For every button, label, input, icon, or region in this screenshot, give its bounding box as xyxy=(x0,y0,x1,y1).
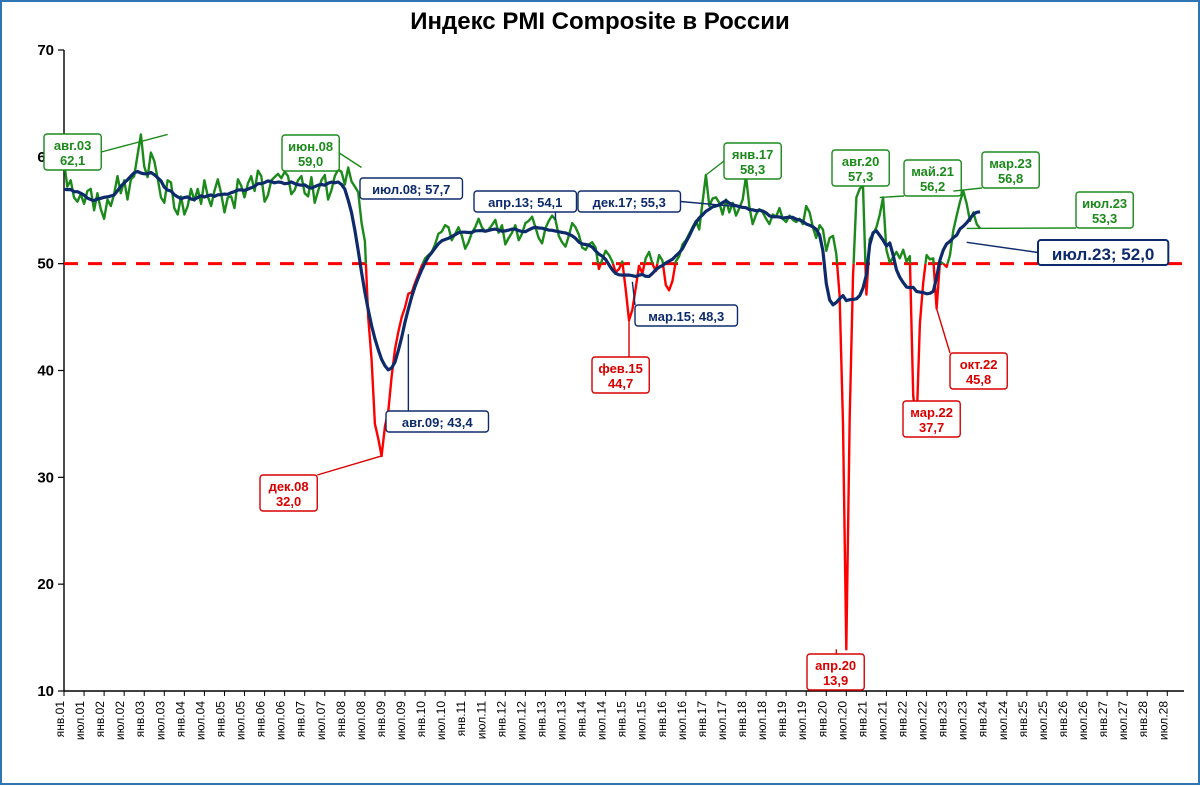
svg-text:июл.27: июл.27 xyxy=(1116,701,1130,740)
svg-text:32,0: 32,0 xyxy=(276,494,301,509)
svg-text:июл.15: июл.15 xyxy=(635,701,649,740)
svg-text:янв.12: янв.12 xyxy=(494,701,508,738)
svg-text:50: 50 xyxy=(37,256,54,273)
svg-text:июл.22: июл.22 xyxy=(916,701,930,740)
svg-text:янв.25: янв.25 xyxy=(1016,701,1030,738)
svg-text:июл.04: июл.04 xyxy=(193,701,207,740)
svg-text:янв.10: янв.10 xyxy=(414,701,428,738)
svg-text:мар.15; 48,3: мар.15; 48,3 xyxy=(648,309,724,324)
svg-text:мар.22: мар.22 xyxy=(910,405,953,420)
svg-text:июл.23: июл.23 xyxy=(1082,196,1127,211)
svg-text:57,3: 57,3 xyxy=(848,169,873,184)
svg-text:янв.14: янв.14 xyxy=(575,701,589,738)
svg-text:янв.27: янв.27 xyxy=(1096,701,1110,738)
svg-text:июл.28: июл.28 xyxy=(1156,701,1170,740)
svg-text:янв.21: янв.21 xyxy=(855,701,869,738)
svg-text:июл.23: июл.23 xyxy=(956,701,970,740)
svg-text:янв.07: янв.07 xyxy=(294,701,308,738)
svg-text:янв.02: янв.02 xyxy=(93,701,107,738)
svg-text:июл.23; 52,0: июл.23; 52,0 xyxy=(1052,245,1154,264)
svg-text:янв.11: янв.11 xyxy=(454,701,468,737)
svg-text:авг.09; 43,4: авг.09; 43,4 xyxy=(402,415,473,430)
svg-text:янв.06: янв.06 xyxy=(254,701,268,738)
svg-text:янв.23: янв.23 xyxy=(936,701,950,738)
svg-text:янв.01: янв.01 xyxy=(53,701,67,738)
svg-text:июл.14: июл.14 xyxy=(595,701,609,740)
svg-text:янв.03: янв.03 xyxy=(133,701,147,738)
svg-text:янв.05: янв.05 xyxy=(213,701,227,738)
svg-text:янв.20: янв.20 xyxy=(815,701,829,738)
svg-text:62,1: 62,1 xyxy=(60,153,85,168)
svg-text:май.21: май.21 xyxy=(911,164,954,179)
svg-text:июл.02: июл.02 xyxy=(113,701,127,740)
svg-text:янв.28: янв.28 xyxy=(1136,701,1150,738)
svg-text:янв.18: янв.18 xyxy=(735,701,749,738)
svg-text:янв.22: янв.22 xyxy=(896,701,910,738)
svg-text:июл.25: июл.25 xyxy=(1036,701,1050,740)
svg-text:янв.13: янв.13 xyxy=(534,701,548,738)
svg-text:56,2: 56,2 xyxy=(920,179,945,194)
svg-text:апр.20: апр.20 xyxy=(815,658,856,673)
svg-text:июл.13: июл.13 xyxy=(554,701,568,740)
svg-text:янв.09: янв.09 xyxy=(374,701,388,738)
svg-text:июл.01: июл.01 xyxy=(73,701,87,740)
svg-text:янв.17: янв.17 xyxy=(732,147,774,162)
svg-text:20: 20 xyxy=(37,576,54,593)
svg-text:июл.20: июл.20 xyxy=(835,701,849,740)
svg-text:56,8: 56,8 xyxy=(998,171,1023,186)
svg-text:мар.23: мар.23 xyxy=(989,156,1032,171)
svg-text:58,3: 58,3 xyxy=(740,162,765,177)
svg-text:июл.11: июл.11 xyxy=(474,701,488,740)
svg-text:июл.24: июл.24 xyxy=(996,701,1010,740)
svg-text:июл.21: июл.21 xyxy=(875,701,889,740)
svg-text:июл.06: июл.06 xyxy=(274,701,288,740)
svg-text:45,8: 45,8 xyxy=(966,372,991,387)
svg-text:июл.07: июл.07 xyxy=(314,701,328,740)
svg-text:дек.08: дек.08 xyxy=(269,479,309,494)
svg-text:янв.17: янв.17 xyxy=(695,701,709,738)
svg-text:янв.26: янв.26 xyxy=(1056,701,1070,738)
svg-text:авг.03: авг.03 xyxy=(54,138,91,153)
svg-text:53,3: 53,3 xyxy=(1092,211,1117,226)
svg-text:июл.08: июл.08 xyxy=(354,701,368,740)
svg-text:янв.19: янв.19 xyxy=(775,701,789,738)
svg-text:фев.15: фев.15 xyxy=(598,361,643,376)
svg-text:37,7: 37,7 xyxy=(919,420,944,435)
svg-text:июн.08: июн.08 xyxy=(288,139,333,154)
svg-text:59,0: 59,0 xyxy=(298,154,323,169)
svg-text:13,9: 13,9 xyxy=(823,673,848,688)
svg-text:июл.05: июл.05 xyxy=(234,701,248,740)
svg-text:янв.08: янв.08 xyxy=(334,701,348,738)
chart-svg: 10203040506070янв.01июл.01янв.02июл.02ян… xyxy=(2,2,1200,787)
svg-text:июл.10: июл.10 xyxy=(434,701,448,740)
svg-text:июл.08; 57,7: июл.08; 57,7 xyxy=(372,182,450,197)
svg-text:40: 40 xyxy=(37,363,54,380)
svg-text:авг.20: авг.20 xyxy=(842,154,879,169)
chart-title: Индекс PMI Composite в России xyxy=(2,8,1198,36)
svg-text:44,7: 44,7 xyxy=(608,376,633,391)
svg-text:дек.17; 55,3: дек.17; 55,3 xyxy=(593,195,666,210)
svg-text:10: 10 xyxy=(37,683,54,700)
svg-text:30: 30 xyxy=(37,469,54,486)
svg-text:70: 70 xyxy=(37,42,54,59)
svg-text:янв.24: янв.24 xyxy=(976,701,990,738)
svg-text:июл.17: июл.17 xyxy=(715,701,729,740)
svg-text:янв.16: янв.16 xyxy=(655,701,669,738)
svg-text:июл.18: июл.18 xyxy=(755,701,769,740)
svg-text:янв.04: янв.04 xyxy=(173,701,187,738)
svg-text:июл.03: июл.03 xyxy=(153,701,167,740)
svg-text:июл.12: июл.12 xyxy=(514,701,528,740)
svg-text:июл.19: июл.19 xyxy=(795,701,809,740)
svg-text:июл.26: июл.26 xyxy=(1076,701,1090,740)
svg-text:апр.13; 54,1: апр.13; 54,1 xyxy=(488,195,562,210)
svg-text:окт.22: окт.22 xyxy=(960,357,998,372)
svg-text:июл.16: июл.16 xyxy=(675,701,689,740)
svg-text:янв.15: янв.15 xyxy=(615,701,629,738)
svg-text:июл.09: июл.09 xyxy=(394,701,408,740)
